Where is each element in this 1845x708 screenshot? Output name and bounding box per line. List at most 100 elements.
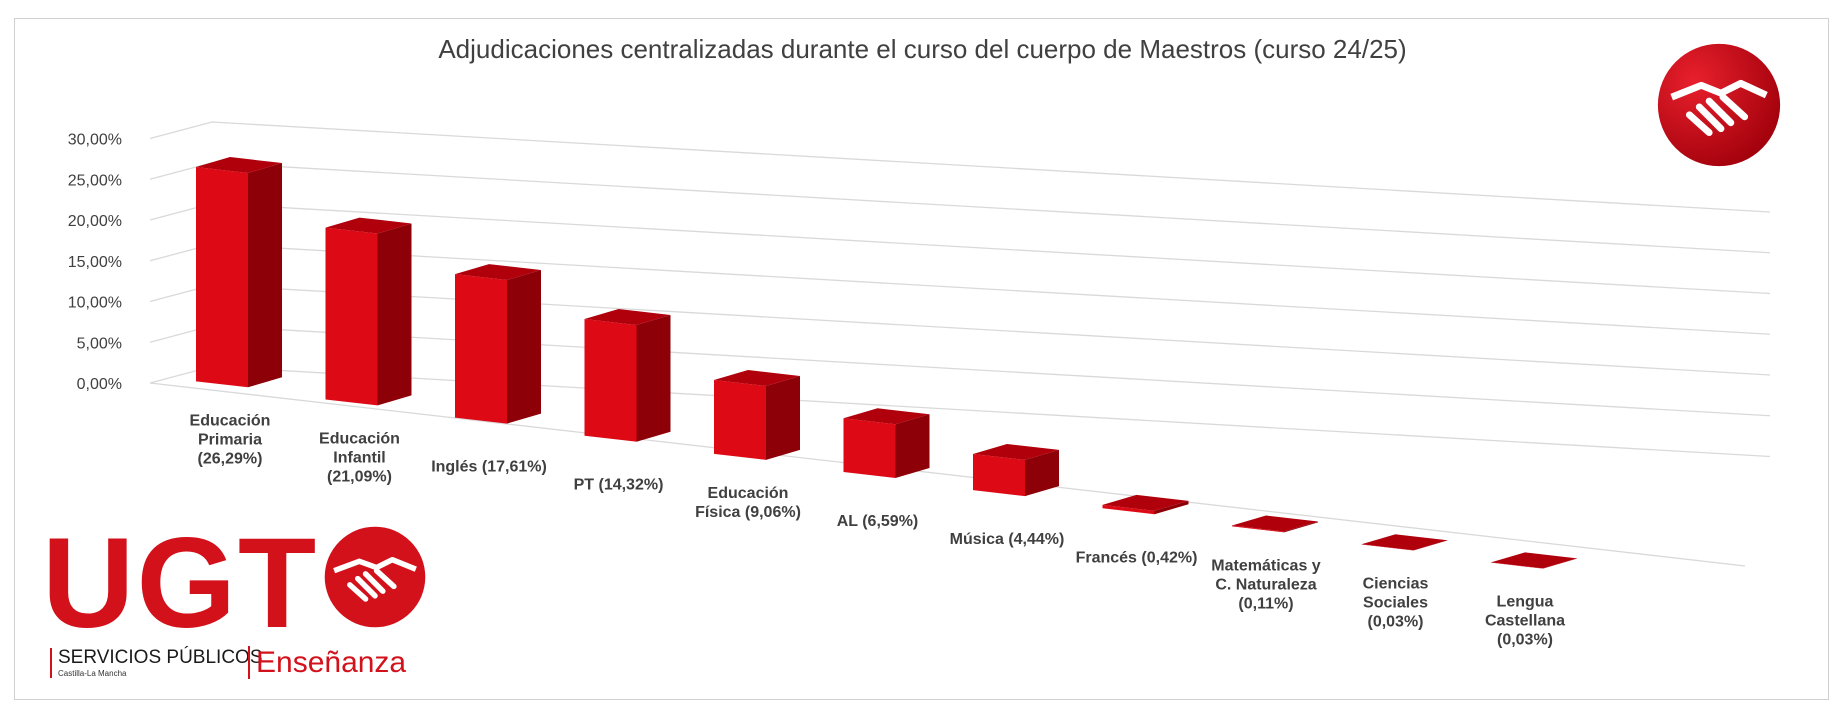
gridline <box>211 121 1771 213</box>
x-category-label: Educación Física (9,06%) <box>695 485 801 521</box>
bar-front <box>455 274 507 424</box>
bar-front <box>1102 504 1155 515</box>
handshake-logo-icon <box>324 526 426 628</box>
x-category-label: PT (14,32%) <box>574 477 664 494</box>
bar-side <box>1025 449 1059 497</box>
bar <box>1232 515 1318 533</box>
handshake-logo-icon <box>1653 39 1785 171</box>
gridline <box>211 365 1771 458</box>
bar-side <box>1543 558 1577 569</box>
bar <box>196 157 282 388</box>
ugt-wordmark: UGT <box>42 512 319 655</box>
x-category-label-line: Educación <box>190 412 271 429</box>
bar-side <box>1154 500 1189 515</box>
chart-frame <box>14 18 1829 700</box>
bar-front <box>325 227 378 406</box>
gridline <box>149 121 213 140</box>
x-category-label: Lengua Castellana (0,03%) <box>1485 594 1565 649</box>
bar-top <box>455 264 541 281</box>
x-category-label-line: Ciencias <box>1363 576 1429 593</box>
bar-front <box>843 418 896 478</box>
gridline <box>211 162 1771 254</box>
bar-front <box>584 319 637 442</box>
bar <box>1102 494 1189 515</box>
bar-front <box>1232 525 1284 533</box>
x-category-label-line: Francés (0,42%) <box>1076 549 1198 566</box>
x-category-label-line: Física (9,06%) <box>695 504 801 521</box>
x-category-label: Ciencias Sociales (0,03%) <box>1363 576 1429 631</box>
bar-top <box>1102 494 1189 511</box>
x-category-label: Matemáticas y C. Naturaleza (0,11%) <box>1211 557 1320 612</box>
x-category-label-line: (0,11%) <box>1238 595 1293 612</box>
bar-side <box>248 163 282 388</box>
x-category-label-line: PT (14,32%) <box>574 477 664 494</box>
x-category-label-line: (26,29%) <box>198 450 263 467</box>
x-category-label: AL (6,59%) <box>837 513 919 530</box>
y-tick-label: 10,00% <box>68 295 122 312</box>
gridline <box>211 202 1771 295</box>
bar <box>1361 534 1448 551</box>
bar <box>584 309 671 442</box>
x-category-label: Francés (0,42%) <box>1076 549 1198 566</box>
x-category-label: Educación Infantil (21,09%) <box>319 430 400 485</box>
bar-top <box>196 157 282 174</box>
bar-front <box>973 453 1025 497</box>
bar-front <box>714 380 766 460</box>
x-category-label-line: C. Naturaleza <box>1215 576 1316 593</box>
x-category-label-line: (0,03%) <box>1497 632 1553 649</box>
x-category-label: Educación Primaria (26,29%) <box>190 412 271 467</box>
bar-top <box>1361 534 1448 551</box>
x-category-label: Inglés (17,61%) <box>431 459 547 476</box>
x-category-label-line: Educación <box>708 485 789 502</box>
x-category-label-line: Primaria <box>198 431 262 448</box>
bar-top <box>1491 552 1577 569</box>
x-category-label-line: (21,09%) <box>327 468 392 485</box>
bar-top <box>973 443 1059 460</box>
x-category-label-line: Castellana <box>1485 613 1565 630</box>
x-category-label-line: Inglés (17,61%) <box>431 459 547 476</box>
y-tick-label: 30,00% <box>68 132 122 149</box>
bar <box>973 443 1059 497</box>
bar-front <box>1361 544 1414 551</box>
bar-front <box>196 167 248 388</box>
x-category-label-line: (0,03%) <box>1367 614 1423 631</box>
x-category-label-line: AL (6,59%) <box>837 513 919 530</box>
chart-title: Adjudicaciones centralizadas durante el … <box>438 34 1407 64</box>
gridline <box>211 325 1771 417</box>
bar-side <box>1413 540 1448 551</box>
y-tick-label: 20,00% <box>68 213 122 230</box>
bar <box>325 217 412 406</box>
gridline <box>211 284 1771 376</box>
bar-front <box>1491 562 1543 569</box>
y-tick-label: 5,00% <box>77 335 122 352</box>
bar-top <box>714 370 800 387</box>
ensenanza-label: Enseñanza <box>248 646 406 679</box>
x-category-label-line: Sociales <box>1363 595 1428 612</box>
servicios-text: SERVICIOS PÚBLICOS <box>58 647 263 668</box>
y-tick-label: 0,00% <box>77 376 122 393</box>
region-text: Castilla-La Mancha <box>58 668 127 678</box>
servicios-publicos-label: SERVICIOS PÚBLICOS Castilla-La Mancha <box>50 647 263 678</box>
bar <box>714 370 800 460</box>
bar-top <box>1232 515 1318 532</box>
floor-edge <box>149 382 1746 567</box>
bar-top <box>584 309 671 325</box>
x-category-label-line: Infantil <box>333 449 385 466</box>
x-category-label-line: Matemáticas y <box>1211 557 1320 574</box>
y-tick-label: 25,00% <box>68 172 122 189</box>
x-category-label-line: Lengua <box>1497 594 1554 611</box>
bar-side <box>1284 521 1318 533</box>
x-category-label-line: Música (4,44%) <box>950 531 1065 548</box>
bar-side <box>766 376 800 460</box>
bar-side <box>507 270 541 424</box>
bar-side <box>895 414 930 478</box>
bar-side <box>377 223 412 406</box>
x-category-label: Música (4,44%) <box>950 531 1065 548</box>
gridline <box>211 243 1771 335</box>
x-category-label-line: Educación <box>319 430 400 447</box>
bar-side <box>636 314 671 442</box>
bar-top <box>325 217 412 234</box>
y-tick-label: 15,00% <box>68 254 122 271</box>
bar-top <box>843 408 930 425</box>
